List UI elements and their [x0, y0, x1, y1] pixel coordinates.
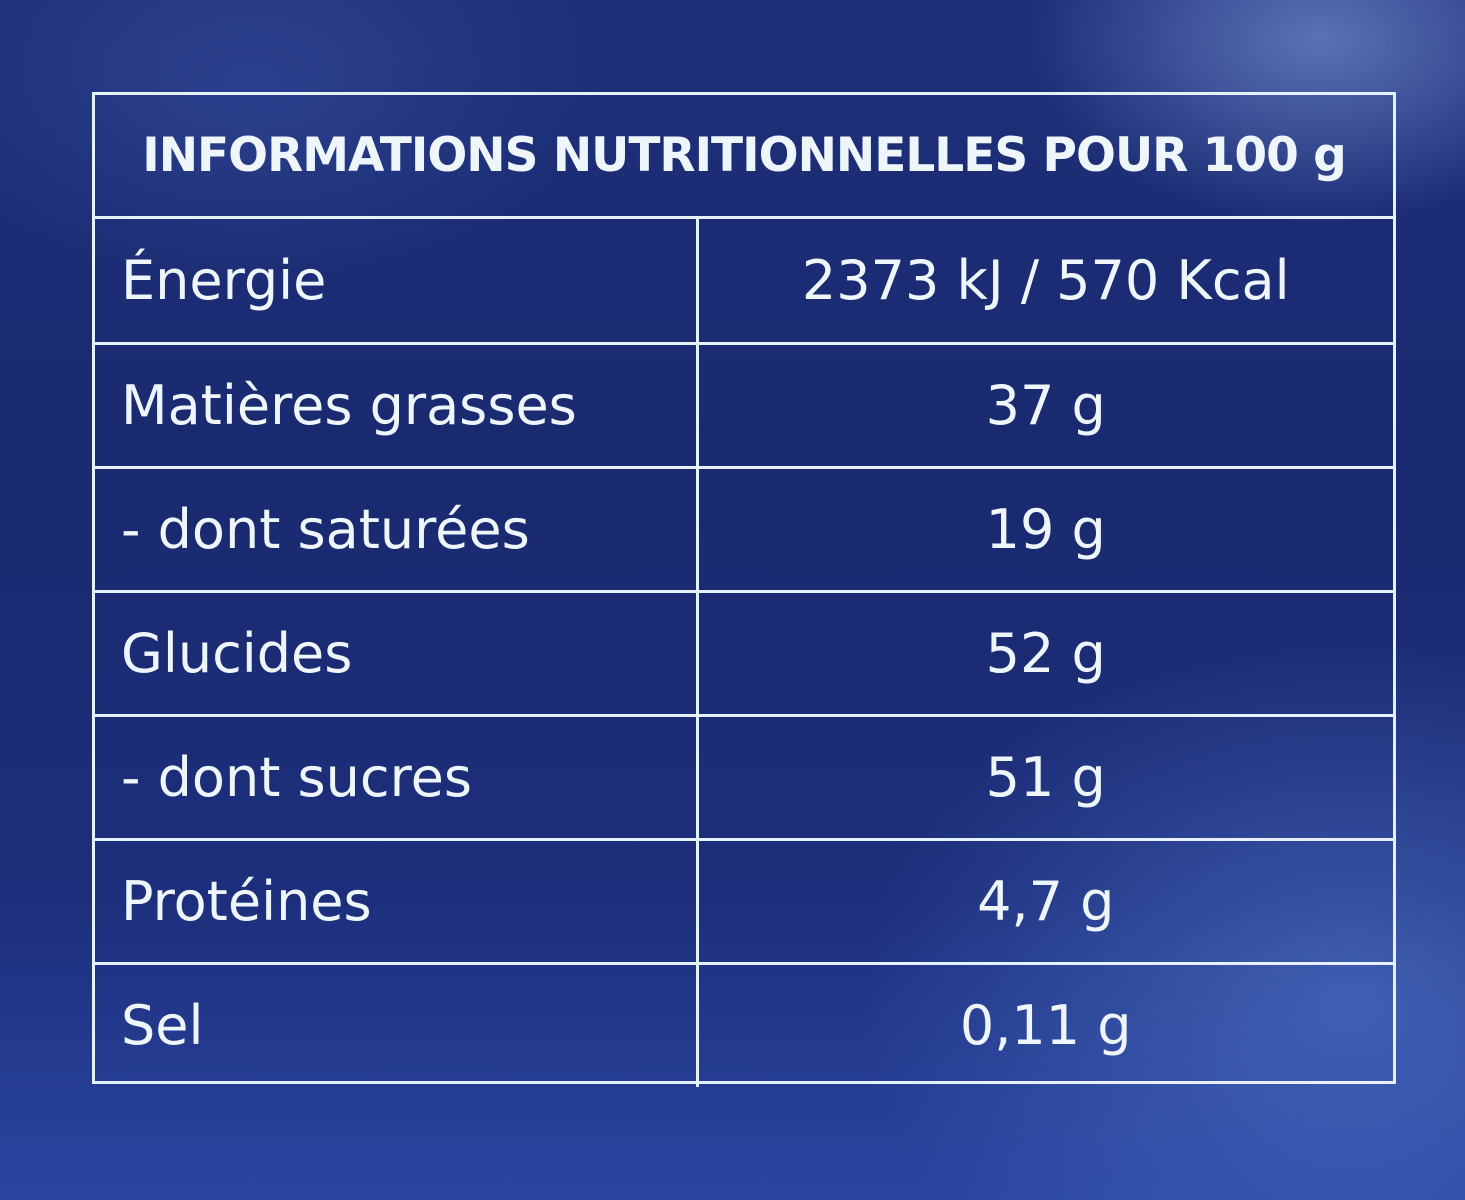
table-row: - dont saturées 19 g: [95, 465, 1393, 591]
nutrient-name: Protéines: [95, 837, 699, 963]
nutrient-name: - dont saturées: [95, 465, 699, 591]
nutrient-value: 2373 kJ / 570 Kcal: [801, 248, 1290, 312]
nutrient-name: Énergie: [95, 219, 699, 343]
table-row: Glucides 52 g: [95, 589, 1393, 715]
nutrient-value: 37 g: [697, 341, 1393, 467]
nutrition-label: INFORMATIONS NUTRITIONNELLES POUR 100 g …: [92, 92, 1396, 1087]
nutrient-value: 51 g: [697, 713, 1393, 839]
table-row: Protéines 4,7 g: [95, 837, 1393, 963]
nutrient-value: 4,7 g: [697, 837, 1393, 963]
nutrient-value: 52 g: [697, 589, 1393, 715]
table-row: Énergie 2373 kJ / 570 Kcal: [95, 219, 1393, 343]
table-row: Matières grasses 37 g: [95, 341, 1393, 467]
nutrient-name: Sel: [95, 961, 699, 1087]
nutrient-name: Matières grasses: [95, 341, 699, 467]
nutrition-table: Énergie 2373 kJ / 570 Kcal Matières gras…: [95, 219, 1393, 1087]
nutrient-name: - dont sucres: [95, 713, 699, 839]
table-row: Sel 0,11 g: [95, 961, 1393, 1087]
nutrient-value: 19 g: [697, 465, 1393, 591]
table-row: - dont sucres 51 g: [95, 713, 1393, 839]
nutrient-name: Glucides: [95, 589, 699, 715]
nutrient-value: 0,11 g: [697, 961, 1393, 1087]
nutrition-title: INFORMATIONS NUTRITIONNELLES POUR 100 g: [95, 95, 1393, 219]
